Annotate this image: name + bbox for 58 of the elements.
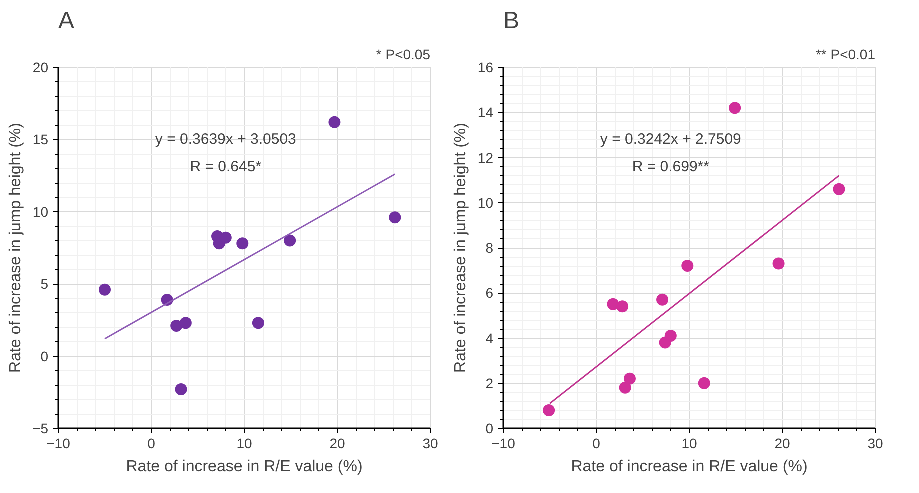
text: ** P<0.01 (816, 46, 876, 62)
annotation: R = 0.645* (190, 158, 262, 176)
point (175, 384, 188, 396)
chart-title: B (504, 8, 520, 34)
annotation: y = 0.3639x + 3.0503 (155, 131, 296, 148)
point (180, 317, 192, 330)
x-tick-label: −10 (46, 436, 71, 452)
annotation: y = 0.3242x + 2.7509 (600, 131, 742, 148)
y-tick-label: 0 (40, 348, 49, 364)
point (328, 116, 341, 128)
point (99, 284, 111, 296)
y-tick-label: −5 (32, 420, 49, 436)
y-tick-label: 6 (486, 285, 494, 302)
y-tick-label: 0 (486, 420, 494, 436)
y-tick-label: 2 (486, 375, 494, 392)
x-tick-label: 30 (868, 436, 884, 452)
x-axis-title: Rate of increase in R/E value (%) (126, 458, 363, 476)
point (624, 372, 636, 385)
x-tick-label: 30 (422, 436, 438, 452)
point (833, 183, 846, 196)
point (772, 258, 785, 270)
y-tick-label: 14 (478, 104, 494, 121)
x-axis-title: Rate of increase in R/E value (%) (571, 458, 808, 476)
y-tick-label: 20 (32, 60, 49, 76)
y-tick-label: 16 (478, 60, 494, 76)
point (698, 377, 710, 390)
x-tick-label: 0 (592, 436, 601, 452)
x-tick-label: 0 (148, 436, 156, 452)
text: * P<0.05 (376, 46, 431, 62)
y-axis-title: Rate of increase in jump height (%) (452, 123, 470, 373)
x-tick-label: 10 (236, 436, 252, 452)
point (543, 404, 556, 416)
point (389, 212, 402, 224)
chart-title: A (58, 8, 75, 34)
y-tick-label: 10 (478, 194, 494, 211)
point (170, 320, 183, 332)
point (284, 234, 296, 247)
point (664, 330, 677, 342)
annotation: R = 0.699** (632, 158, 710, 176)
point (607, 298, 620, 310)
point (619, 382, 632, 394)
point (682, 260, 694, 272)
point (656, 294, 669, 306)
point (252, 317, 264, 330)
point (729, 102, 742, 114)
y-axis-title: Rate of increase in jump height (%) (8, 123, 24, 373)
y-tick-label: 15 (32, 132, 49, 148)
y-tick-label: 10 (32, 204, 49, 220)
y-tick-label: 12 (478, 150, 494, 166)
x-tick-label: 20 (330, 436, 346, 452)
point (236, 238, 249, 250)
x-tick-label: −10 (492, 436, 516, 452)
point (616, 300, 629, 313)
x-tick-label: 20 (774, 436, 790, 452)
y-tick-label: 5 (40, 276, 49, 292)
y-tick-label: 8 (486, 240, 494, 256)
y-tick-label: 4 (486, 330, 494, 346)
x-tick-label: 10 (682, 436, 698, 452)
